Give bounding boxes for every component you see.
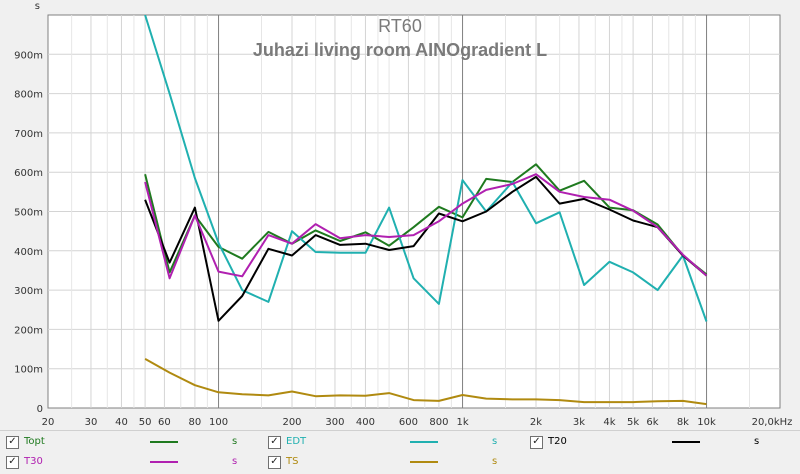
edt-checkbox[interactable]: ✓ [268, 436, 281, 449]
x-tick-label: 6k [646, 417, 658, 428]
topt-label: Topt [24, 436, 45, 447]
ts-label: TS [286, 456, 299, 467]
y-tick-label: 0 [37, 404, 43, 415]
topt-checkbox[interactable]: ✓ [6, 436, 19, 449]
x-tick-label: 2k [530, 417, 542, 428]
grid-layer [48, 15, 780, 408]
x-tick-label: 5k [627, 417, 639, 428]
t20-label: T20 [548, 436, 567, 447]
y-tick-label: 700m [14, 129, 43, 140]
t30-unit: s [232, 456, 238, 467]
x-tick-label: 3k [573, 417, 585, 428]
series-ts-line [144, 358, 707, 406]
x-tick-label: 10k [697, 417, 716, 428]
x-tick-label: 1k [456, 417, 468, 428]
topt-swatch [150, 441, 178, 443]
legend: ✓ Topt s ✓ EDT s ✓ T20 s ✓ T30 s ✓ TS s [0, 430, 800, 474]
series-topt-line [144, 163, 708, 276]
x-tick-label: 300 [325, 417, 344, 428]
axis-layer: s 0 100m 200m 300m 400m 500m 600m 700m 800m 900m 2… [14, 1, 792, 428]
t20-unit: s [754, 436, 760, 447]
ts-unit: s [492, 456, 498, 467]
y-tick-label: 600m [14, 168, 43, 179]
series-layer [144, 15, 708, 406]
x-tick-label: 400 [356, 417, 375, 428]
y-axis-label: s [35, 1, 40, 12]
series-edt-line [144, 15, 708, 322]
ts-checkbox[interactable]: ✓ [268, 456, 281, 469]
x-tick-label: 40 [115, 417, 128, 428]
series-t20-line [144, 175, 708, 322]
ts-swatch [410, 461, 438, 463]
edt-unit: s [492, 436, 498, 447]
x-tick-label: 30 [85, 417, 98, 428]
x-tick-label: 600 [399, 417, 418, 428]
y-tick-label: 500m [14, 208, 43, 219]
y-tick-label: 800m [14, 90, 43, 101]
t30-checkbox[interactable]: ✓ [6, 456, 19, 469]
chart-subtitle: Juhazi living room AINOgradient L [253, 40, 547, 60]
y-tick-label: 100m [14, 365, 43, 376]
x-tick-label: 50 [139, 417, 152, 428]
x-tick-label: 80 [189, 417, 202, 428]
x-tick-label: 4k [603, 417, 615, 428]
x-tick-label: 20 [42, 417, 55, 428]
edt-swatch [410, 441, 438, 443]
t20-checkbox[interactable]: ✓ [530, 436, 543, 449]
topt-unit: s [232, 436, 238, 447]
edt-label: EDT [286, 436, 307, 447]
t30-swatch [150, 461, 178, 463]
x-tick-label: 8k [677, 417, 689, 428]
chart-title: RT60 [378, 16, 422, 36]
rt60-chart: s 0 100m 200m 300m 400m 500m 600m 700m 800m 900m 2… [14, 1, 792, 428]
y-tick-label: 300m [14, 286, 43, 297]
series-t30-line [144, 173, 708, 280]
x-tick-label: 800 [429, 417, 448, 428]
x-tick-label: 200 [282, 417, 301, 428]
y-tick-label: 400m [14, 247, 43, 258]
y-tick-label: 900m [14, 50, 43, 61]
t20-swatch [672, 441, 700, 443]
y-tick-label: 200m [14, 325, 43, 336]
chart-svg: s 0 100m 200m 300m 400m 500m 600m 700m 800m 900m 2… [14, 1, 792, 428]
x-tick-label: 60 [158, 417, 171, 428]
t30-label: T30 [24, 456, 43, 467]
x-tick-label: 20,0kHz [752, 417, 793, 428]
x-tick-label: 100 [209, 417, 228, 428]
